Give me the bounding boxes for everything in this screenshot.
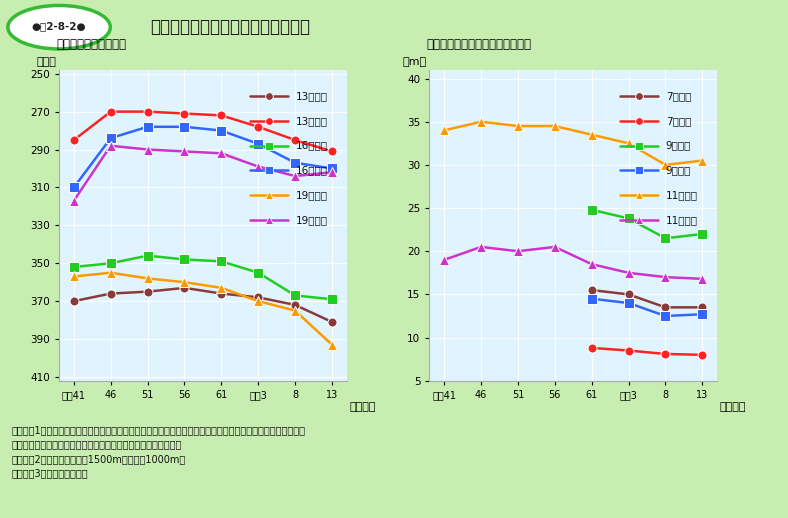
Ellipse shape: [8, 5, 110, 49]
Text: 16歳男子: 16歳男子: [296, 140, 328, 151]
Text: 16歳女子: 16歳女子: [296, 165, 328, 176]
Text: 7歳男子: 7歳男子: [666, 91, 691, 101]
Text: 9歳男子: 9歳男子: [666, 140, 691, 151]
Text: 19歳男子: 19歳男子: [296, 190, 328, 200]
Text: 7歳女子: 7歳女子: [666, 116, 691, 126]
Text: （年度）: （年度）: [350, 402, 376, 412]
Text: 13歳男子: 13歳男子: [296, 91, 328, 101]
Text: 9歳女子: 9歳女子: [666, 165, 691, 176]
Text: 〈持久走の年次推移〉: 〈持久走の年次推移〉: [56, 38, 126, 51]
Text: （m）: （m）: [403, 57, 426, 67]
Text: 11歳女子: 11歳女子: [666, 215, 698, 225]
Text: ●図2-8-2●: ●図2-8-2●: [32, 21, 87, 31]
Text: （年度）: （年度）: [720, 402, 746, 412]
Text: （秒）: （秒）: [36, 57, 56, 67]
Text: 〈ソフトボール投げの年次推移〉: 〈ソフトボール投げの年次推移〉: [426, 38, 532, 51]
Text: 子どもの体力・運動能力の年次推移: 子どもの体力・運動能力の年次推移: [150, 18, 310, 36]
Text: 13歳女子: 13歳女子: [296, 116, 328, 126]
Text: 19歳女子: 19歳女子: [296, 215, 328, 225]
Text: （注）　1．数値は，移動平均をとって平滑化してある（移動平均：グラフ上のばらつきを少なくするため，あ
　　　　　る数値に前後の２数値を加えた数を３で割った値）。: （注） 1．数値は，移動平均をとって平滑化してある（移動平均：グラフ上のばらつき…: [12, 425, 306, 478]
Text: 11歳男子: 11歳男子: [666, 190, 698, 200]
